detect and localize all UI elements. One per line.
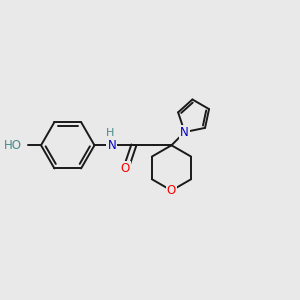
Text: HO: HO — [4, 139, 22, 152]
Text: N: N — [107, 139, 116, 152]
Text: N: N — [180, 126, 189, 139]
Text: O: O — [121, 162, 130, 176]
Text: O: O — [167, 184, 176, 197]
Text: H: H — [106, 128, 114, 138]
